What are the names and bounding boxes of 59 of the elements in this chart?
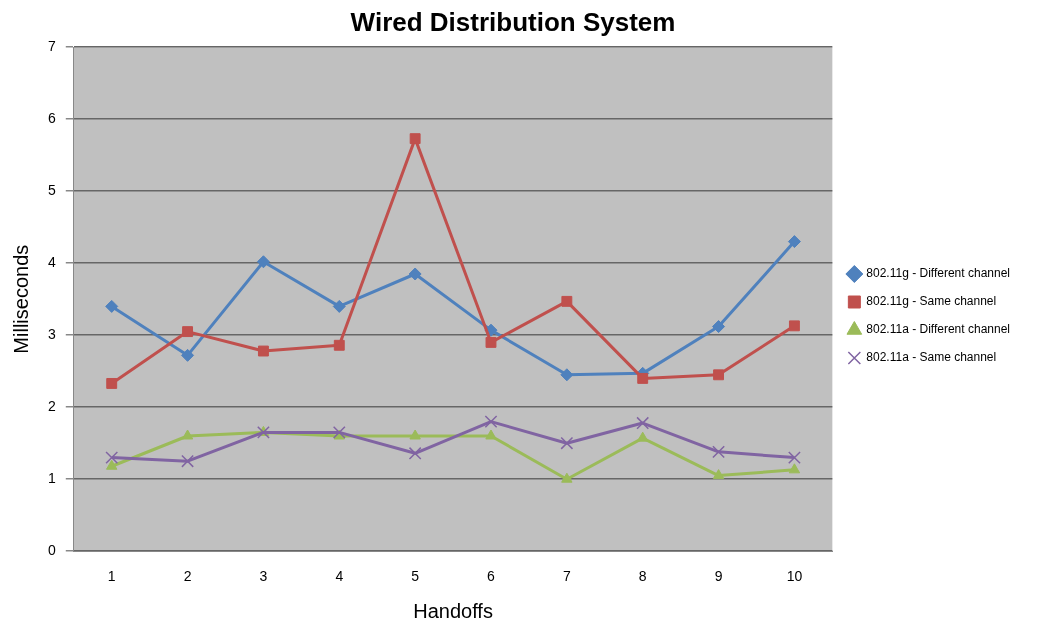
x-tick-label: 5 [411,568,420,585]
point [409,133,421,145]
point [637,372,649,384]
y-tick-label: 6 [47,110,56,127]
point [181,348,195,362]
point [257,345,269,357]
y-tick-label: 2 [47,398,56,415]
point [788,320,800,332]
point [636,416,650,430]
point [408,446,422,460]
point [788,463,801,474]
y-tick-label: 0 [47,542,56,559]
y-tick-label: 1 [47,470,56,487]
point [332,299,346,313]
point [182,326,194,338]
point [409,429,421,440]
point [256,255,270,269]
legend-label: 802.11a - Different channel [866,322,1010,337]
point [181,429,194,440]
x-tick-label: 2 [183,568,192,585]
x-tick-label: 3 [259,568,268,585]
x-axis-title: Handoffs [413,599,493,622]
point [788,451,801,465]
point [713,369,725,381]
point [333,339,345,351]
x-tick-label: 9 [714,568,723,585]
point [561,472,573,483]
point [105,299,119,313]
point [787,235,801,249]
y-tick-label: 4 [47,254,56,271]
legend-label: 802.11g - Different channel [866,266,1010,281]
x-tick-label: 6 [487,568,496,585]
x-tick-label: 7 [562,568,571,585]
point [106,459,118,470]
y-tick-label: 7 [47,38,56,55]
legend-label: 802.11g - Same channel [866,294,997,309]
point [712,445,725,459]
point [106,377,118,389]
point [408,267,422,281]
point [485,336,497,348]
point [485,429,497,440]
point [560,436,574,450]
point [561,295,573,307]
y-tick-label: 5 [47,182,56,199]
point [560,368,574,382]
legend-label: 802.11a - Same channel [866,350,997,365]
x-tick-label: 1 [107,568,116,585]
x-tick-label: 4 [335,568,344,585]
chart-title: Wired Distribution System [350,6,676,37]
y-tick-label: 3 [47,326,56,343]
y-axis-title: Milliseconds [9,244,32,354]
point [712,469,725,480]
x-tick-label: 10 [786,568,803,585]
x-tick-label: 8 [638,568,647,585]
point [332,425,346,439]
point [105,451,119,465]
point [181,454,194,468]
point [484,415,498,429]
point [712,320,726,334]
